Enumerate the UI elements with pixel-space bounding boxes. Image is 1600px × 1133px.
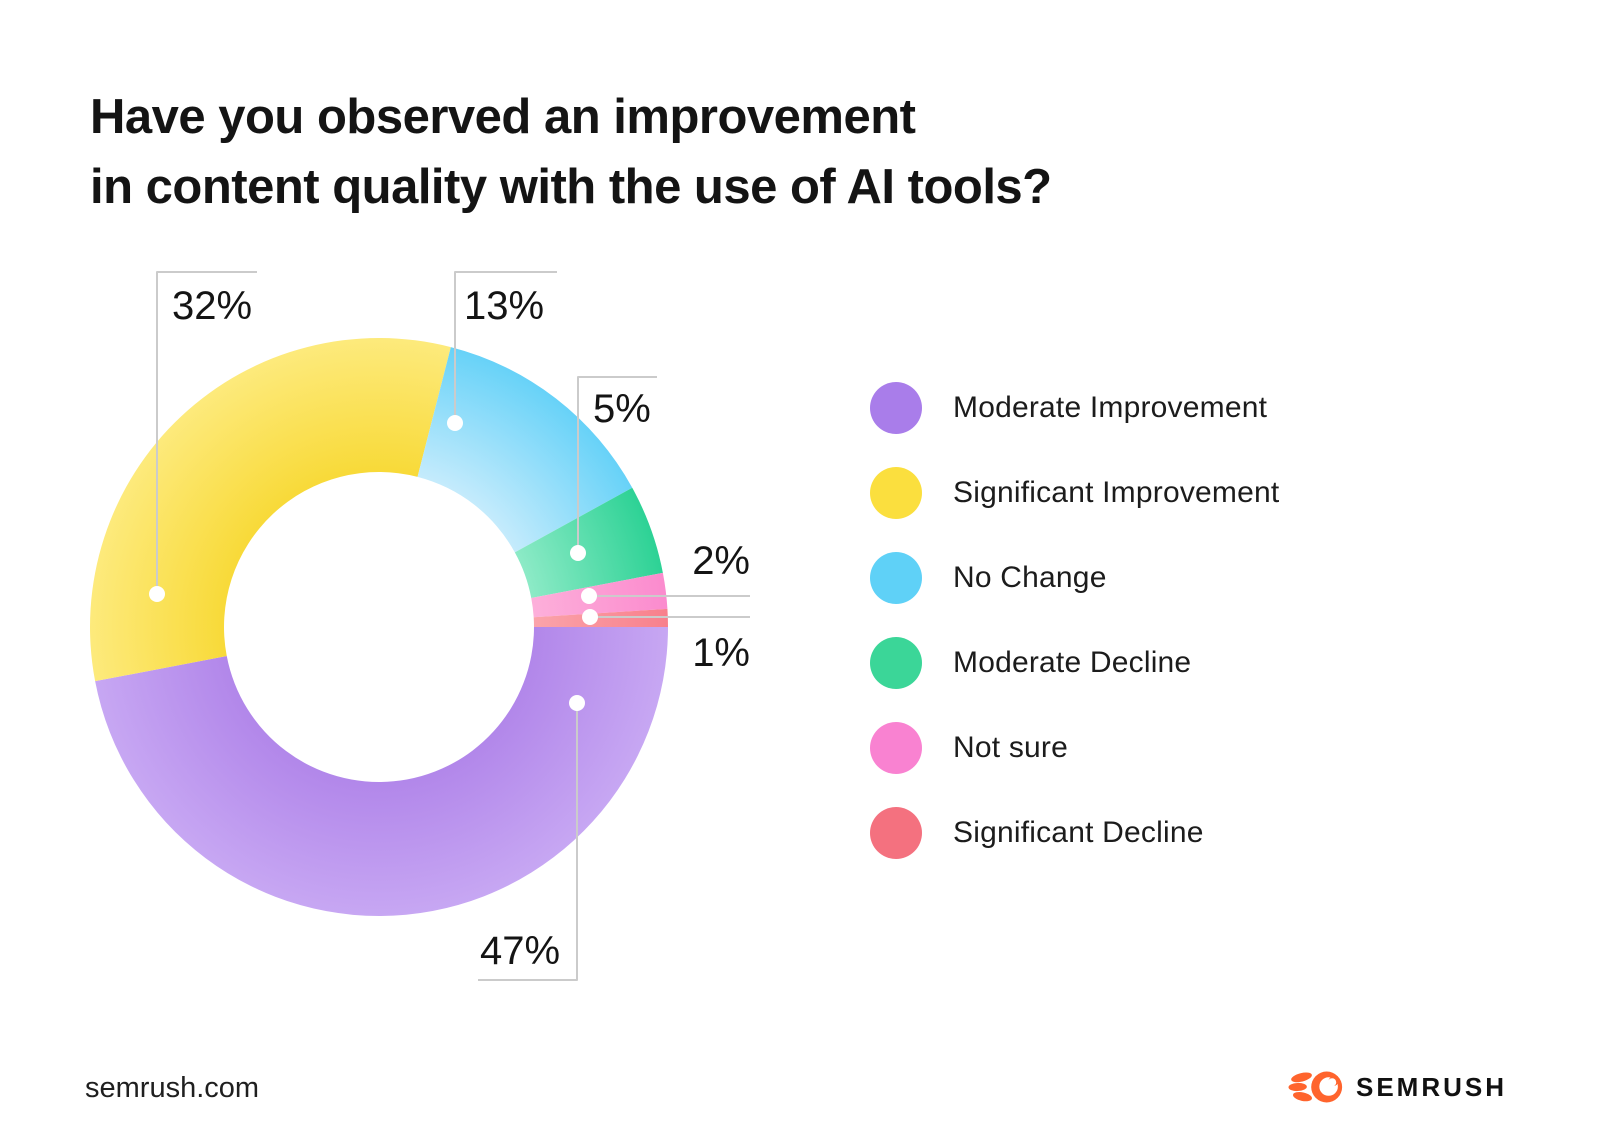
leader-line-significant-improvement <box>156 271 257 594</box>
legend-swatch-no-change <box>870 552 922 604</box>
legend-swatch-significant-decline <box>870 807 922 859</box>
legend-label: Moderate Decline <box>953 646 1192 679</box>
legend-swatch-not-sure <box>870 722 922 774</box>
donut-segment-significant-improvement <box>90 338 451 682</box>
leader-dot-significant-decline <box>582 609 598 625</box>
semrush-logo: SEMRUSH <box>1288 1068 1507 1106</box>
leader-dot-significant-improvement <box>149 586 165 602</box>
legend-swatch-moderate-improvement <box>870 382 922 434</box>
legend-label: Significant Improvement <box>953 476 1280 509</box>
semrush-flame-icon <box>1288 1071 1343 1103</box>
legend-item-not-sure: Not sure <box>870 722 1279 774</box>
title-line-2: in content quality with the use of AI to… <box>90 160 1052 214</box>
legend-item-significant-decline: Significant Decline <box>870 807 1279 859</box>
leader-dot-not-sure <box>581 588 597 604</box>
legend-swatch-moderate-decline <box>870 637 922 689</box>
chart-title: Have you observed an improvement in cont… <box>90 82 1052 222</box>
legend-label: Moderate Improvement <box>953 391 1268 424</box>
leader-dot-moderate-decline <box>570 545 586 561</box>
site-url: semrush.com <box>85 1072 260 1104</box>
legend-label: No Change <box>953 561 1107 594</box>
leader-line-moderate-decline <box>577 376 657 553</box>
legend-label: Significant Decline <box>953 816 1204 849</box>
leader-line-no-change <box>454 271 557 423</box>
leader-dot-no-change <box>447 415 463 431</box>
leader-dot-moderate-improvement <box>569 695 585 711</box>
legend-label: Not sure <box>953 731 1068 764</box>
legend-item-significant-improvement: Significant Improvement <box>870 467 1279 519</box>
title-line-1: Have you observed an improvement <box>90 90 916 144</box>
legend-item-no-change: No Change <box>870 552 1279 604</box>
donut-segment-moderate-improvement <box>95 627 669 916</box>
semrush-wordmark: SEMRUSH <box>1356 1071 1508 1102</box>
legend-item-moderate-decline: Moderate Decline <box>870 637 1279 689</box>
legend: Moderate Improvement Significant Improve… <box>870 382 1279 892</box>
legend-swatch-significant-improvement <box>870 467 922 519</box>
donut-segment-moderate-decline <box>514 487 663 598</box>
legend-item-moderate-improvement: Moderate Improvement <box>870 382 1279 434</box>
leader-line-moderate-improvement <box>478 703 578 981</box>
